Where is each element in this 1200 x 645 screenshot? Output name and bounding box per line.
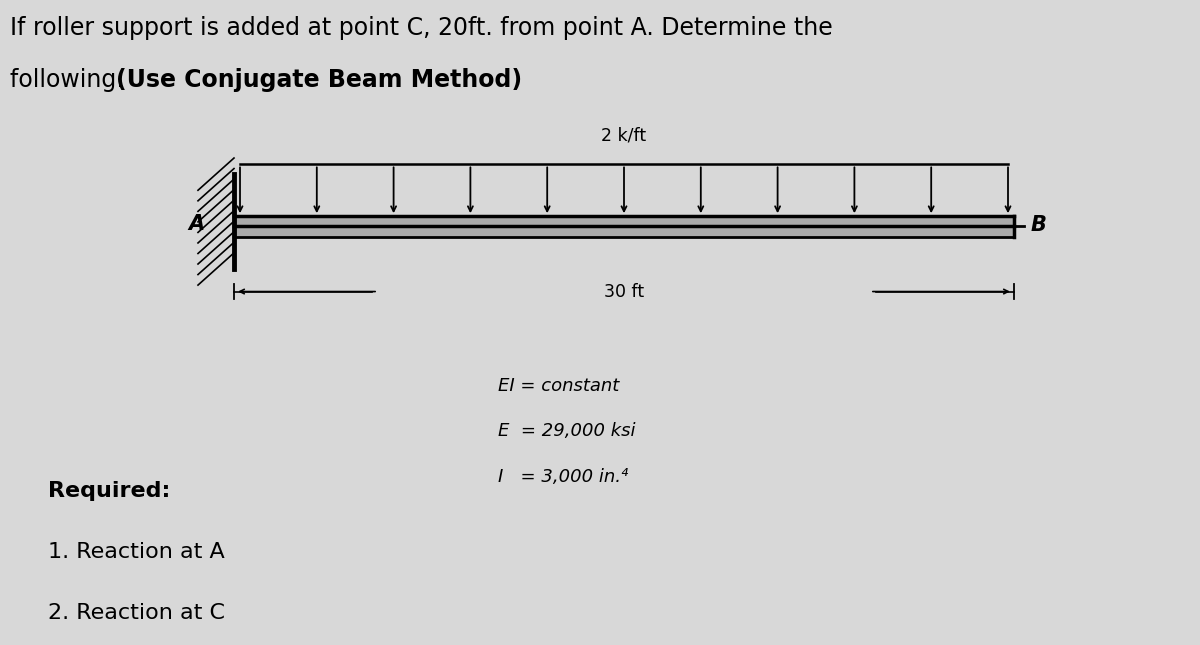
Text: I   = 3,000 in.⁴: I = 3,000 in.⁴ [498,468,629,486]
Text: Required:: Required: [48,481,170,501]
Text: 30 ft: 30 ft [604,283,644,301]
Text: EI = constant: EI = constant [498,377,619,395]
Text: If roller support is added at point C, 20ft. from point A. Determine the: If roller support is added at point C, 2… [10,16,833,40]
Text: following:: following: [10,68,131,92]
Text: A: A [188,213,204,234]
Text: 1. Reaction at A: 1. Reaction at A [48,542,224,562]
Text: B: B [1031,215,1046,235]
Text: (Use Conjugate Beam Method): (Use Conjugate Beam Method) [116,68,522,92]
Text: 2 k/ft: 2 k/ft [601,126,647,144]
Bar [234,216,1014,237]
Text: E  = 29,000 ksi: E = 29,000 ksi [498,422,636,441]
Text: 2. Reaction at C: 2. Reaction at C [48,603,226,623]
